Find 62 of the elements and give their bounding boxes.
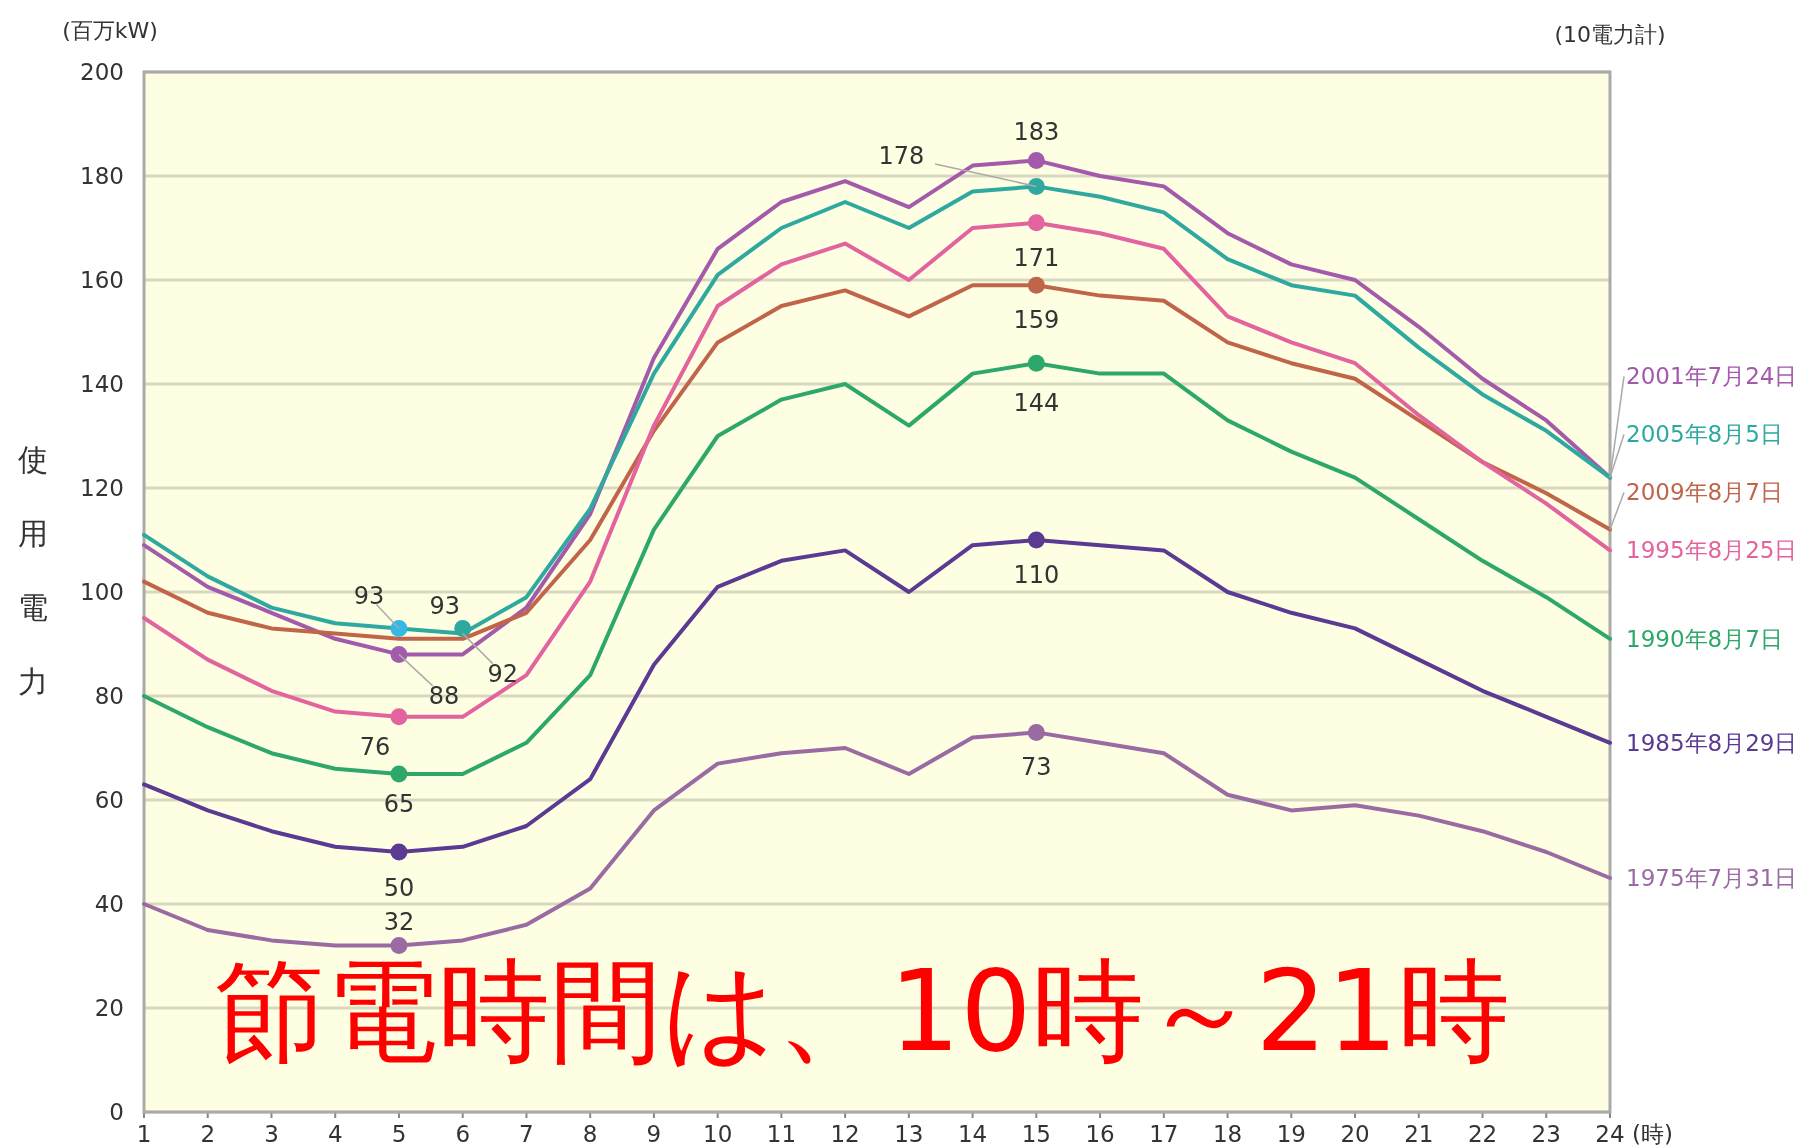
annotation: 171 bbox=[1013, 243, 1060, 272]
series-label: 2005年8月5日 bbox=[1626, 421, 1783, 448]
x-tick-label: 20 bbox=[1340, 1121, 1370, 1146]
y-tick-label: 120 bbox=[80, 475, 124, 501]
annotation: 50 bbox=[383, 874, 415, 902]
y-tick-label: 160 bbox=[80, 267, 124, 293]
x-tick-label: 8 bbox=[582, 1121, 598, 1146]
x-tick-label: 14 bbox=[957, 1121, 988, 1146]
x-tick-label: 1 bbox=[136, 1121, 152, 1146]
x-tick-label: 24 bbox=[1595, 1121, 1625, 1146]
annotation: 93 bbox=[353, 582, 385, 611]
y-tick-label: 40 bbox=[94, 891, 124, 917]
y-tick-label: 140 bbox=[80, 371, 124, 397]
annotation: 88 bbox=[428, 682, 460, 711]
series-label: 2009年8月7日 bbox=[1626, 479, 1783, 506]
x-tick-label: 7 bbox=[519, 1121, 534, 1146]
series-label: 1995年8月25日 bbox=[1626, 537, 1798, 564]
annotation: 節電時間は、10時～21時 bbox=[213, 946, 1511, 1076]
annotation: 110 bbox=[1013, 561, 1060, 589]
annotation: 73 bbox=[1021, 753, 1052, 782]
y-tick-label: 100 bbox=[80, 579, 124, 605]
x-tick-label: 19 bbox=[1276, 1121, 1306, 1146]
x-tick-label: 13 bbox=[894, 1121, 924, 1146]
y-tick-label: 60 bbox=[94, 787, 124, 813]
x-tick-label: 15 bbox=[1021, 1121, 1051, 1146]
x-tick-label: 10 bbox=[703, 1121, 733, 1146]
text: (10電力計) bbox=[1554, 22, 1666, 47]
x-tick-label: 4 bbox=[327, 1121, 343, 1146]
y-tick-label: 80 bbox=[94, 683, 124, 709]
annotation: 93 bbox=[429, 592, 460, 621]
series-label: 1985年8月29日 bbox=[1626, 729, 1798, 756]
x-tick-label: 17 bbox=[1149, 1121, 1179, 1146]
x-tick-label: 6 bbox=[455, 1121, 471, 1146]
x-tick-label: 21 bbox=[1404, 1121, 1434, 1146]
x-tick-label: 16 bbox=[1085, 1121, 1115, 1146]
x-tick-label: 18 bbox=[1212, 1121, 1243, 1146]
y-tick-label: 0 bbox=[109, 1099, 124, 1125]
x-tick-label: 12 bbox=[830, 1121, 860, 1146]
text: 2001年7月24日 bbox=[1626, 363, 1798, 390]
x-axis-title: (時) bbox=[1632, 1121, 1673, 1146]
x-tick-label: 9 bbox=[646, 1121, 662, 1146]
annotation: 178 bbox=[878, 142, 925, 171]
annotation: 92 bbox=[487, 659, 518, 688]
series-label: 1990年8月7日 bbox=[1626, 625, 1783, 652]
x-tick-label: 2 bbox=[200, 1121, 216, 1146]
annotation: 159 bbox=[1013, 306, 1060, 335]
y-tick-label: 200 bbox=[80, 59, 124, 85]
x-tick-label: 11 bbox=[766, 1121, 797, 1146]
y-tick-label: 180 bbox=[80, 163, 124, 189]
x-tick-label: 5 bbox=[391, 1121, 407, 1146]
annotation: 183 bbox=[1013, 118, 1060, 147]
x-tick-label: 3 bbox=[264, 1121, 279, 1146]
annotation: 32 bbox=[383, 907, 415, 936]
series-label: 1975年7月31日 bbox=[1626, 865, 1798, 891]
chart-subtitle: (百万kW) bbox=[62, 18, 158, 43]
x-tick-label: 22 bbox=[1467, 1121, 1498, 1146]
y-tick-label: 20 bbox=[94, 995, 124, 1021]
annotation: 76 bbox=[359, 732, 391, 761]
annotation: 144 bbox=[1013, 389, 1060, 418]
annotation: 65 bbox=[383, 790, 415, 818]
text: 使用電力 bbox=[18, 442, 48, 699]
x-tick-label: 23 bbox=[1531, 1121, 1561, 1146]
